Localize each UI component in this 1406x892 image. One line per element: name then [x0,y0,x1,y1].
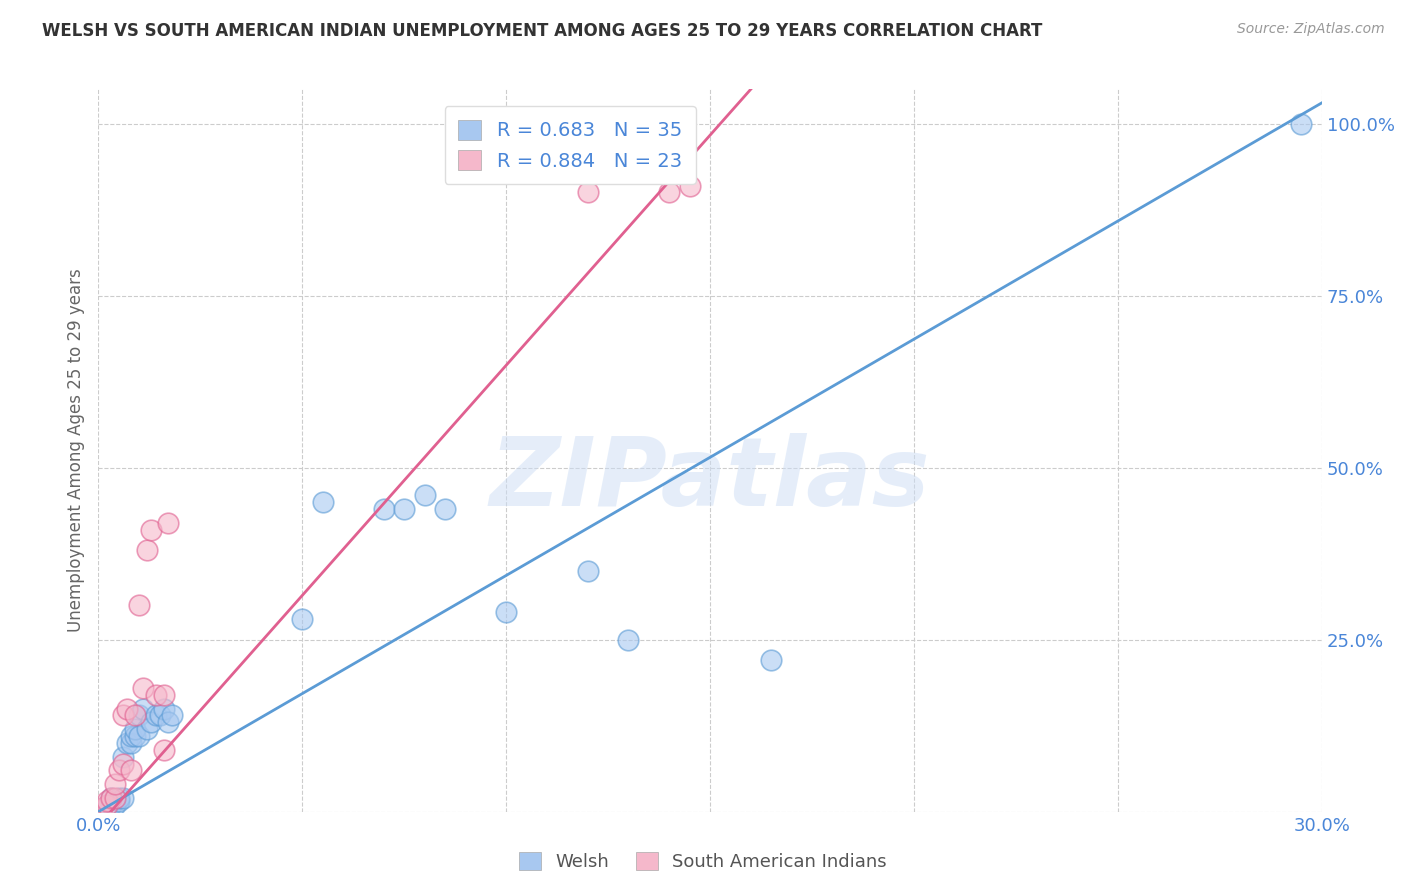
Point [100,791,122,805]
Point [160,708,183,723]
Point [124,722,146,736]
Point [136,543,159,558]
Point [132,701,155,715]
Point [91,801,114,815]
Point [152,743,174,757]
Point [128,708,150,723]
Point [100,791,122,805]
Point [132,681,155,695]
Point [104,797,127,812]
Point [495,605,517,619]
Point [108,794,131,808]
Point [434,502,457,516]
Point [1291,117,1313,131]
Text: WELSH VS SOUTH AMERICAN INDIAN UNEMPLOYMENT AMONG AGES 25 TO 29 YEARS CORRELATIO: WELSH VS SOUTH AMERICAN INDIAN UNEMPLOYM… [42,22,1043,40]
Point [120,736,142,750]
Point [128,729,150,743]
Legend: R = 0.683   N = 35, R = 0.884   N = 23: R = 0.683 N = 35, R = 0.884 N = 23 [444,106,696,184]
Point [617,632,640,647]
Point [124,708,146,723]
Point [576,564,599,578]
Point [96,797,118,812]
Point [111,791,134,805]
Point [124,729,146,743]
Point [576,186,599,200]
Point [392,502,416,516]
Point [152,688,174,702]
Point [658,186,681,200]
Point [96,801,118,815]
Point [156,516,179,530]
Text: ZIPatlas: ZIPatlas [489,433,931,526]
Y-axis label: Unemployment Among Ages 25 to 29 years: Unemployment Among Ages 25 to 29 years [66,268,84,632]
Point [111,749,134,764]
Legend: Welsh, South American Indians: Welsh, South American Indians [512,845,894,879]
Point [111,708,134,723]
Point [761,653,783,667]
Point [141,715,163,730]
Point [104,777,127,791]
Text: Source: ZipAtlas.com: Source: ZipAtlas.com [1237,22,1385,37]
Point [128,599,150,613]
Point [115,701,138,715]
Point [104,791,127,805]
Point [291,612,314,626]
Point [91,801,114,815]
Point [312,495,335,509]
Point [115,736,138,750]
Point [108,764,131,778]
Point [111,756,134,771]
Point [141,523,163,537]
Point [413,488,436,502]
Point [120,729,142,743]
Point [145,688,167,702]
Point [120,764,142,778]
Point [373,502,395,516]
Point [136,722,159,736]
Point [152,701,174,715]
Point [145,708,167,723]
Point [679,178,702,193]
Point [149,708,172,723]
Point [156,715,179,730]
Point [100,797,122,812]
Point [108,791,131,805]
Point [96,794,118,808]
